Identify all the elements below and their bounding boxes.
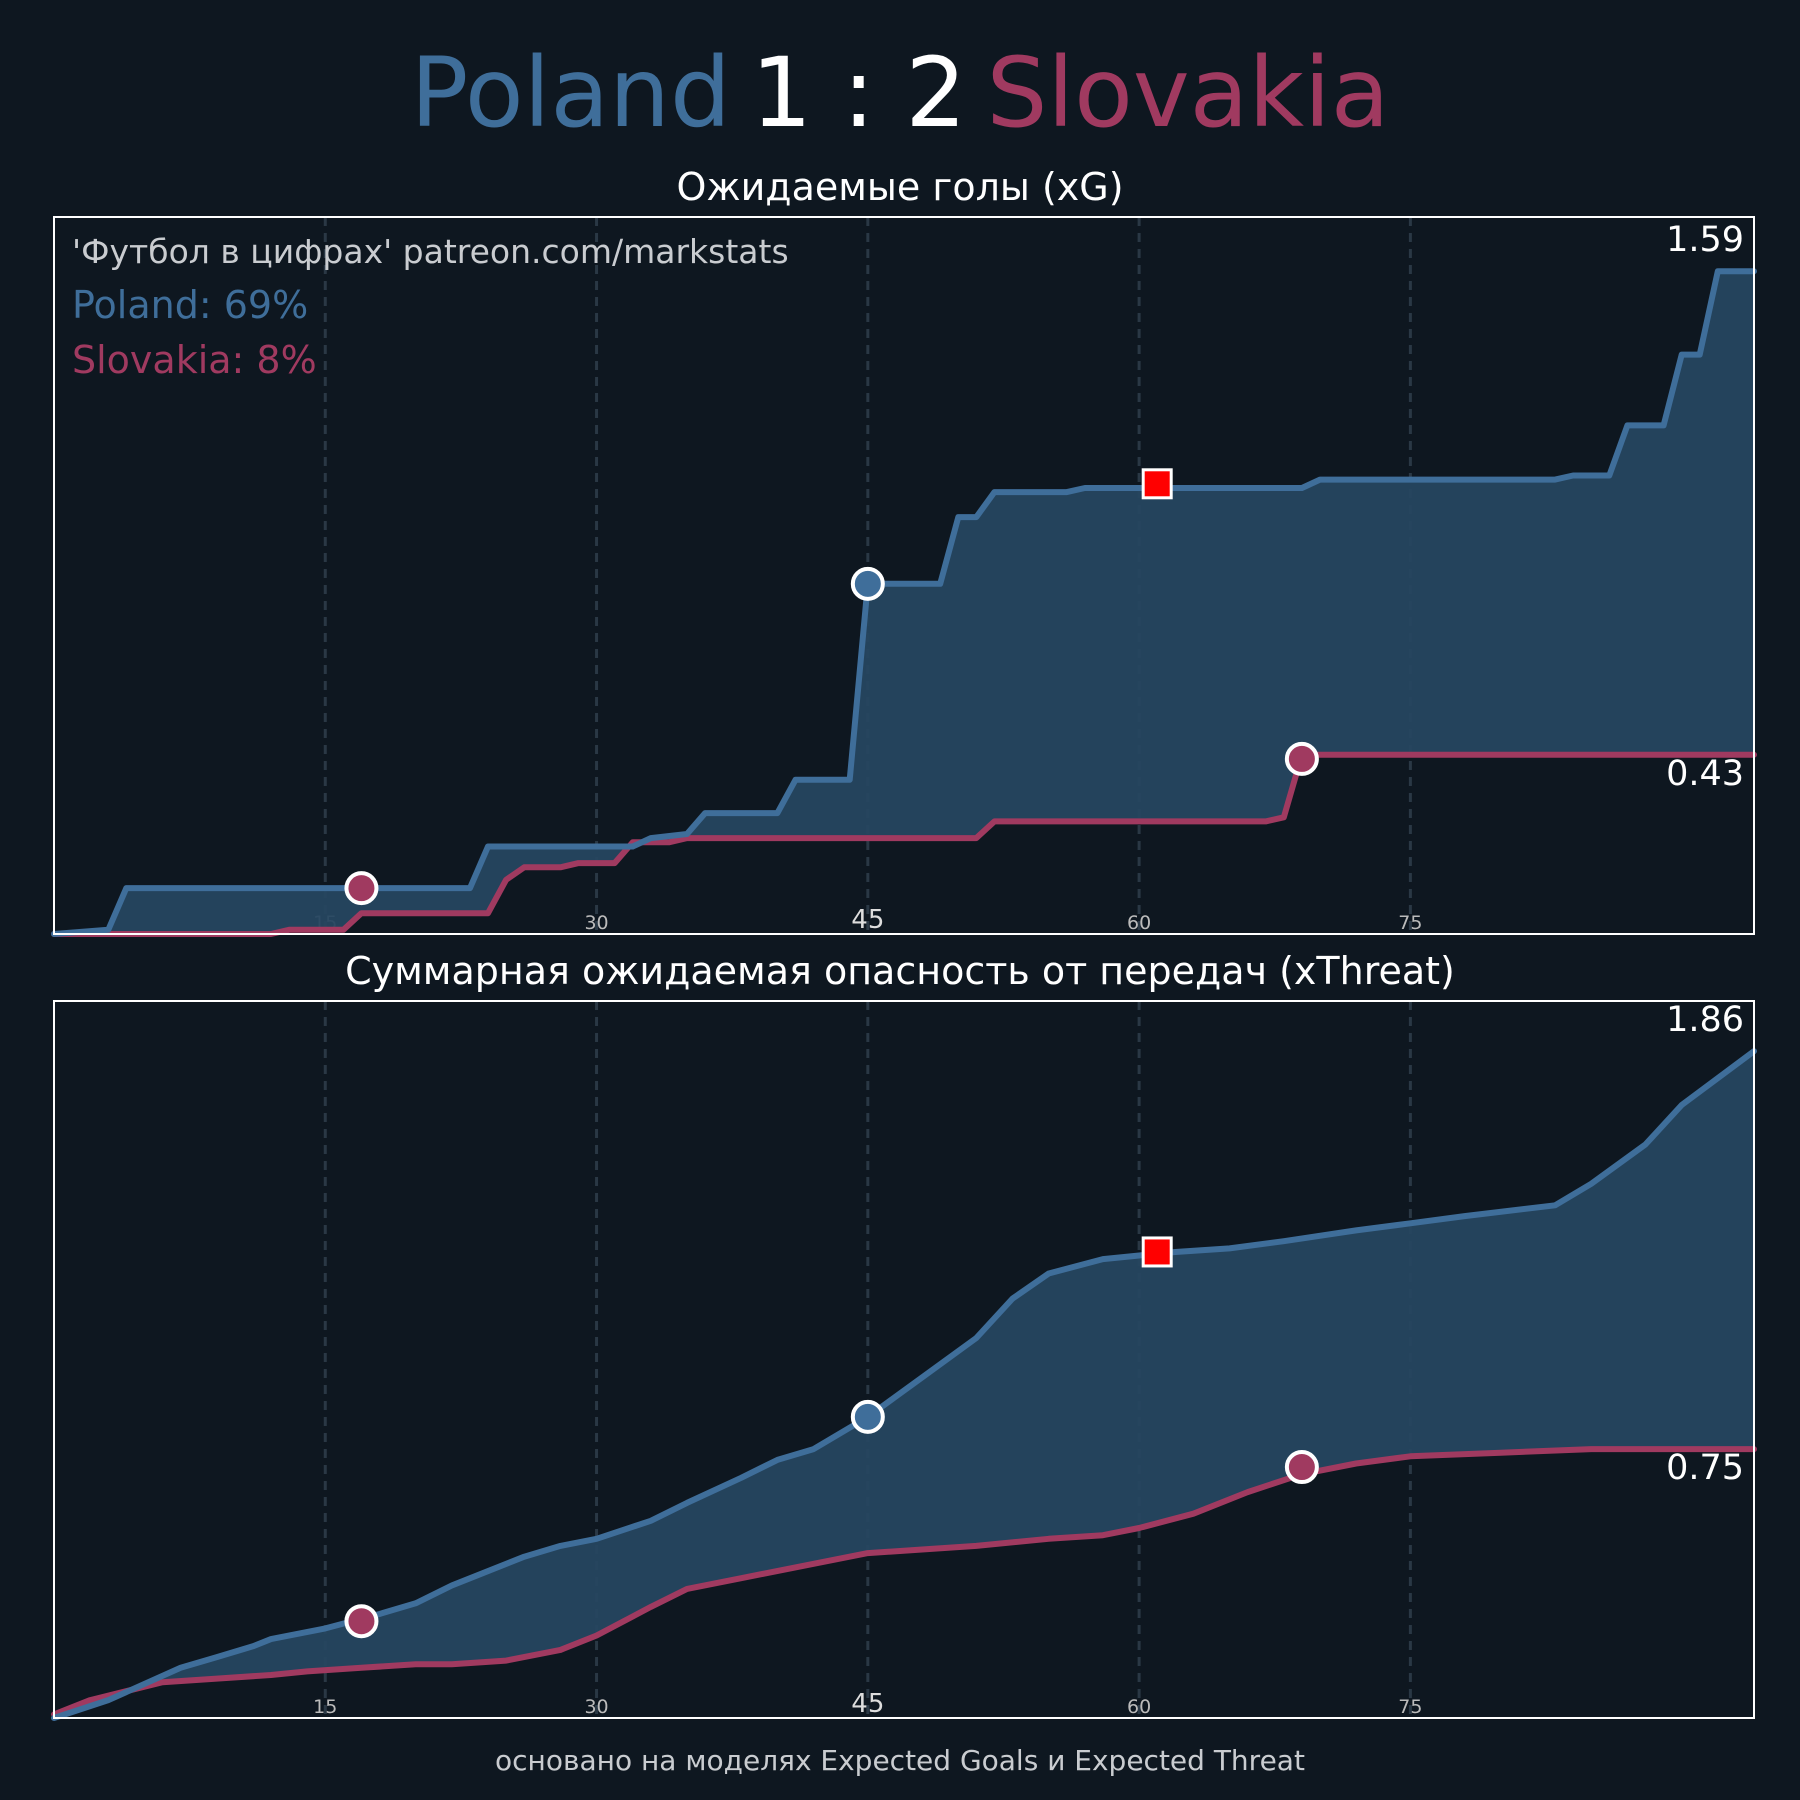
- match-score: 1 : 2: [750, 37, 967, 149]
- xg-goal-marker-away-69: [1284, 741, 1319, 776]
- xg-series: [51, 268, 1757, 937]
- xg-x-tick-60: 60: [1127, 912, 1151, 934]
- watermark: 'Футбол в цифрах' patreon.com/markstats: [72, 232, 789, 271]
- xg-final-value-slovakia: 0.43: [1666, 754, 1744, 794]
- xthreat-x-tick-45: 45: [851, 1689, 884, 1719]
- xthreat-final-value-slovakia: 0.75: [1666, 1448, 1744, 1488]
- xthreat-line-poland: [51, 1048, 1757, 1721]
- xg-events: [344, 468, 1319, 906]
- xthreat-chart: Суммарная ожидаемая опасность от передач…: [51, 949, 1757, 1721]
- xg-final-values: 1.59 0.43: [1666, 220, 1744, 794]
- xg-line-slovakia: [51, 751, 1757, 937]
- xthreat-red-card-marker-61: [1141, 1236, 1173, 1268]
- home-team-name: Poland: [410, 37, 731, 149]
- xthreat-difference-area: [54, 1051, 1754, 1718]
- xg-x-tick-30: 30: [584, 912, 608, 934]
- xg-x-tick-45: 45: [851, 905, 884, 935]
- legend-slovakia: Slovakia: 8%: [72, 338, 317, 382]
- xthreat-chart-frame: [53, 1000, 1755, 1719]
- xthreat-x-tick-75: 75: [1398, 1696, 1422, 1718]
- xthreat-x-axis: 15 30 45 60 75: [313, 1689, 1422, 1719]
- legend-poland: Poland: 69%: [72, 283, 308, 327]
- xthreat-events: [344, 1236, 1319, 1639]
- away-team-name: Slovakia: [986, 37, 1390, 149]
- xg-difference-area: [54, 271, 1754, 934]
- xg-line-poland: [51, 268, 1757, 937]
- xg-red-card-marker-61: [1141, 468, 1173, 500]
- xthreat-final-value-poland: 1.86: [1666, 1000, 1744, 1040]
- xthreat-goal-marker-away-69: [1284, 1450, 1319, 1485]
- xthreat-final-values: 1.86 0.75: [1666, 1000, 1744, 1488]
- xg-goal-marker-home-45: [850, 566, 885, 601]
- xthreat-x-tick-15: 15: [313, 1696, 337, 1718]
- xthreat-x-tick-30: 30: [584, 1696, 608, 1718]
- xg-final-value-poland: 1.59: [1666, 220, 1744, 260]
- xthreat-goal-marker-away-17: [344, 1604, 379, 1639]
- xthreat-series: [51, 1048, 1757, 1721]
- xthreat-goal-marker-home-45: [850, 1399, 885, 1434]
- xthreat-chart-title: Суммарная ожидаемая опасность от передач…: [345, 949, 1455, 993]
- xg-chart-title: Ожидаемые голы (xG): [676, 165, 1123, 209]
- xg-goal-marker-away-17: [344, 871, 379, 906]
- match-header: Poland 1 : 2 Slovakia: [0, 38, 1800, 148]
- xthreat-x-tick-60: 60: [1127, 1696, 1151, 1718]
- xg-x-tick-75: 75: [1398, 912, 1422, 934]
- xg-chart-frame: [53, 216, 1755, 935]
- footer-note: основано на моделях Expected Goals и Exp…: [495, 1744, 1305, 1777]
